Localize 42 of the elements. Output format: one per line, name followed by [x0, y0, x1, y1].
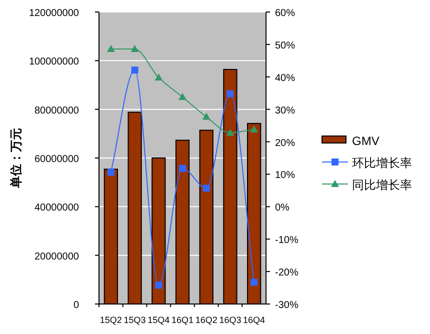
legend-label: 环比增长率 — [352, 156, 412, 170]
point — [226, 128, 234, 136]
y2-tick-label: 60% — [275, 8, 296, 19]
point — [250, 125, 258, 132]
x-tick-label: 15Q4 — [148, 315, 170, 325]
y-tick-label: 100000000 — [28, 56, 80, 68]
point — [130, 44, 139, 52]
y2-tick-label: 10% — [275, 170, 296, 182]
y2-tick-label: 0% — [275, 202, 290, 214]
point — [226, 90, 234, 98]
point — [131, 66, 138, 74]
legend-label: 同比增长率 — [352, 178, 412, 192]
x-tick-label: 15Q3 — [124, 315, 146, 325]
x-tick-label: 16Q4 — [243, 315, 266, 325]
y-tick-label: 60000000 — [34, 154, 80, 165]
point — [202, 184, 210, 192]
y-tick-label: 0 — [73, 300, 80, 311]
point — [202, 112, 210, 120]
y2-tick-label: -30% — [275, 300, 298, 311]
x-tick-label: 16Q2 — [195, 315, 218, 325]
y2-tick-label: 50% — [275, 40, 296, 52]
y-axis-title: 单位：万元 — [9, 128, 23, 189]
x-tick-label: 16Q3 — [219, 315, 242, 325]
point — [107, 168, 114, 176]
legend-label: GMV — [352, 134, 380, 148]
y-tick-label: 80000000 — [34, 105, 80, 116]
y2-tick-label: 40% — [275, 72, 296, 84]
y-tick-label: 20000000 — [34, 251, 80, 262]
y2-tick-label: -10% — [275, 235, 298, 246]
x-tick-label: 16Q1 — [171, 315, 194, 325]
y-tick-label: 120000000 — [28, 8, 80, 19]
x-tick-label: 15Q2 — [100, 315, 122, 325]
point — [154, 74, 163, 81]
y-tick-label: 40000000 — [34, 202, 80, 214]
y2-tick-label: -20% — [275, 268, 298, 279]
point — [178, 93, 186, 100]
point — [250, 278, 258, 286]
y2-tick-label: 20% — [275, 138, 296, 149]
point — [155, 282, 162, 289]
point — [179, 164, 186, 172]
point — [106, 44, 115, 52]
y2-tick-label: 30% — [275, 105, 296, 116]
